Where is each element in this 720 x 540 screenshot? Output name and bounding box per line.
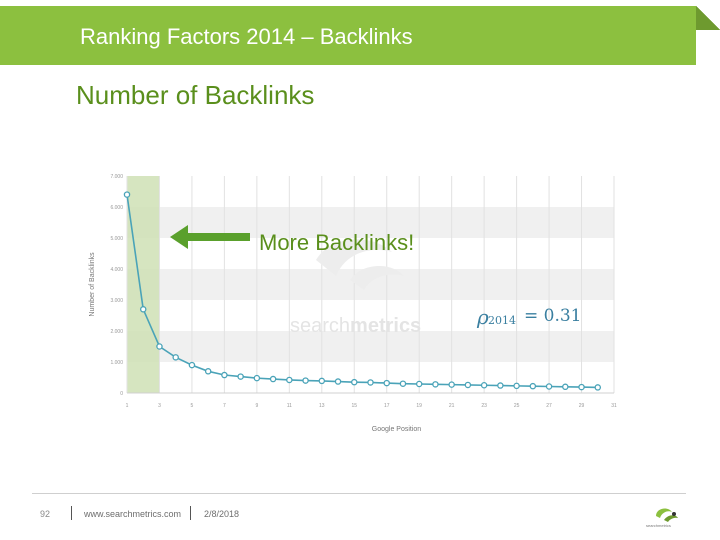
x-tick-label: 5: [191, 403, 194, 409]
data-point: [432, 381, 439, 388]
data-point: [562, 383, 569, 391]
y-tick-label: 4.000: [110, 267, 123, 273]
data-point: [383, 379, 390, 387]
x-tick-label: 29: [579, 403, 585, 409]
data-point: [513, 382, 520, 390]
data-point: [156, 343, 163, 350]
y-tick-label: 3.000: [110, 298, 123, 304]
correlation-subscript: 2014: [488, 314, 516, 327]
data-point: [497, 382, 504, 389]
y-tick-label: 7.000: [110, 174, 123, 180]
grid-band: [127, 207, 614, 238]
footer-page-number: 92: [40, 509, 51, 519]
data-point: [367, 379, 374, 386]
x-tick-label: 23: [481, 403, 487, 409]
watermark-light: search: [290, 315, 350, 337]
data-point: [139, 306, 147, 313]
y-tick-label: 0: [120, 391, 123, 397]
x-tick-label: 21: [449, 403, 455, 409]
data-point: [318, 377, 326, 385]
data-point: [334, 378, 342, 385]
x-axis-title: Google Position: [372, 426, 422, 433]
data-point: [351, 378, 358, 386]
x-tick-label: 15: [351, 403, 357, 409]
data-point: [578, 383, 585, 391]
x-tick-label: 17: [384, 403, 390, 409]
watermark-bold: metrics: [350, 315, 421, 337]
data-point: [204, 368, 212, 375]
data-point: [188, 361, 196, 369]
annotation-arrow-shaft: [186, 233, 250, 241]
grid-band: [127, 331, 614, 362]
data-point: [269, 375, 277, 383]
correlation-symbol: ρ: [476, 305, 489, 329]
x-tick-label: 19: [416, 403, 422, 409]
x-tick-label: 9: [255, 403, 258, 409]
footer-date: 2/8/2018: [204, 509, 240, 519]
data-point: [545, 383, 553, 390]
x-tick-label: 1: [126, 403, 129, 409]
data-point: [399, 380, 407, 387]
header-bar: [0, 6, 696, 65]
x-tick-label: 7: [223, 403, 226, 409]
footer-divider: [32, 493, 686, 494]
x-tick-label: 13: [319, 403, 325, 409]
page-corner-fold: [696, 6, 720, 30]
footer-separator: [190, 506, 191, 520]
data-point: [123, 191, 131, 198]
logo-wordmark: searchmetrics: [646, 523, 671, 528]
watermark-emblem: [350, 265, 404, 290]
slide-subtitle: Number of Backlinks: [76, 80, 315, 110]
x-tick-label: 27: [546, 403, 552, 409]
data-point: [529, 382, 537, 390]
data-point: [302, 377, 309, 384]
data-point: [221, 371, 228, 379]
y-tick-label: 1.000: [110, 360, 123, 366]
top-positions-highlight: [127, 176, 160, 393]
y-tick-label: 2.000: [110, 329, 123, 335]
x-tick-label: 3: [158, 403, 161, 409]
annotation-text: More Backlinks!: [259, 230, 414, 255]
y-tick-label: 5.000: [110, 236, 123, 242]
footer-url: www.searchmetrics.com: [84, 509, 182, 519]
x-tick-label: 11: [287, 403, 292, 409]
data-point: [464, 381, 472, 389]
slide-title: Ranking Factors 2014 – Backlinks: [80, 24, 413, 49]
data-point: [415, 380, 423, 388]
data-point: [594, 384, 602, 391]
data-point: [253, 374, 261, 382]
watermark-emblem: [316, 239, 392, 276]
annotation-arrow-head: [170, 225, 188, 249]
searchmetrics-logo-icon: [656, 508, 678, 522]
correlation-value: = 0.31: [524, 306, 582, 326]
footer-separator: [71, 506, 72, 520]
data-point: [286, 376, 293, 384]
data-point: [237, 373, 244, 380]
y-axis-title: Number of Backlinks: [89, 252, 96, 317]
data-point: [480, 381, 488, 389]
x-tick-label: 25: [514, 403, 520, 409]
data-point: [448, 381, 455, 388]
watermark: searchmetrics: [290, 315, 421, 337]
x-tick-label: 31: [611, 403, 617, 409]
data-point: [172, 354, 179, 361]
y-tick-label: 6.000: [110, 205, 123, 211]
